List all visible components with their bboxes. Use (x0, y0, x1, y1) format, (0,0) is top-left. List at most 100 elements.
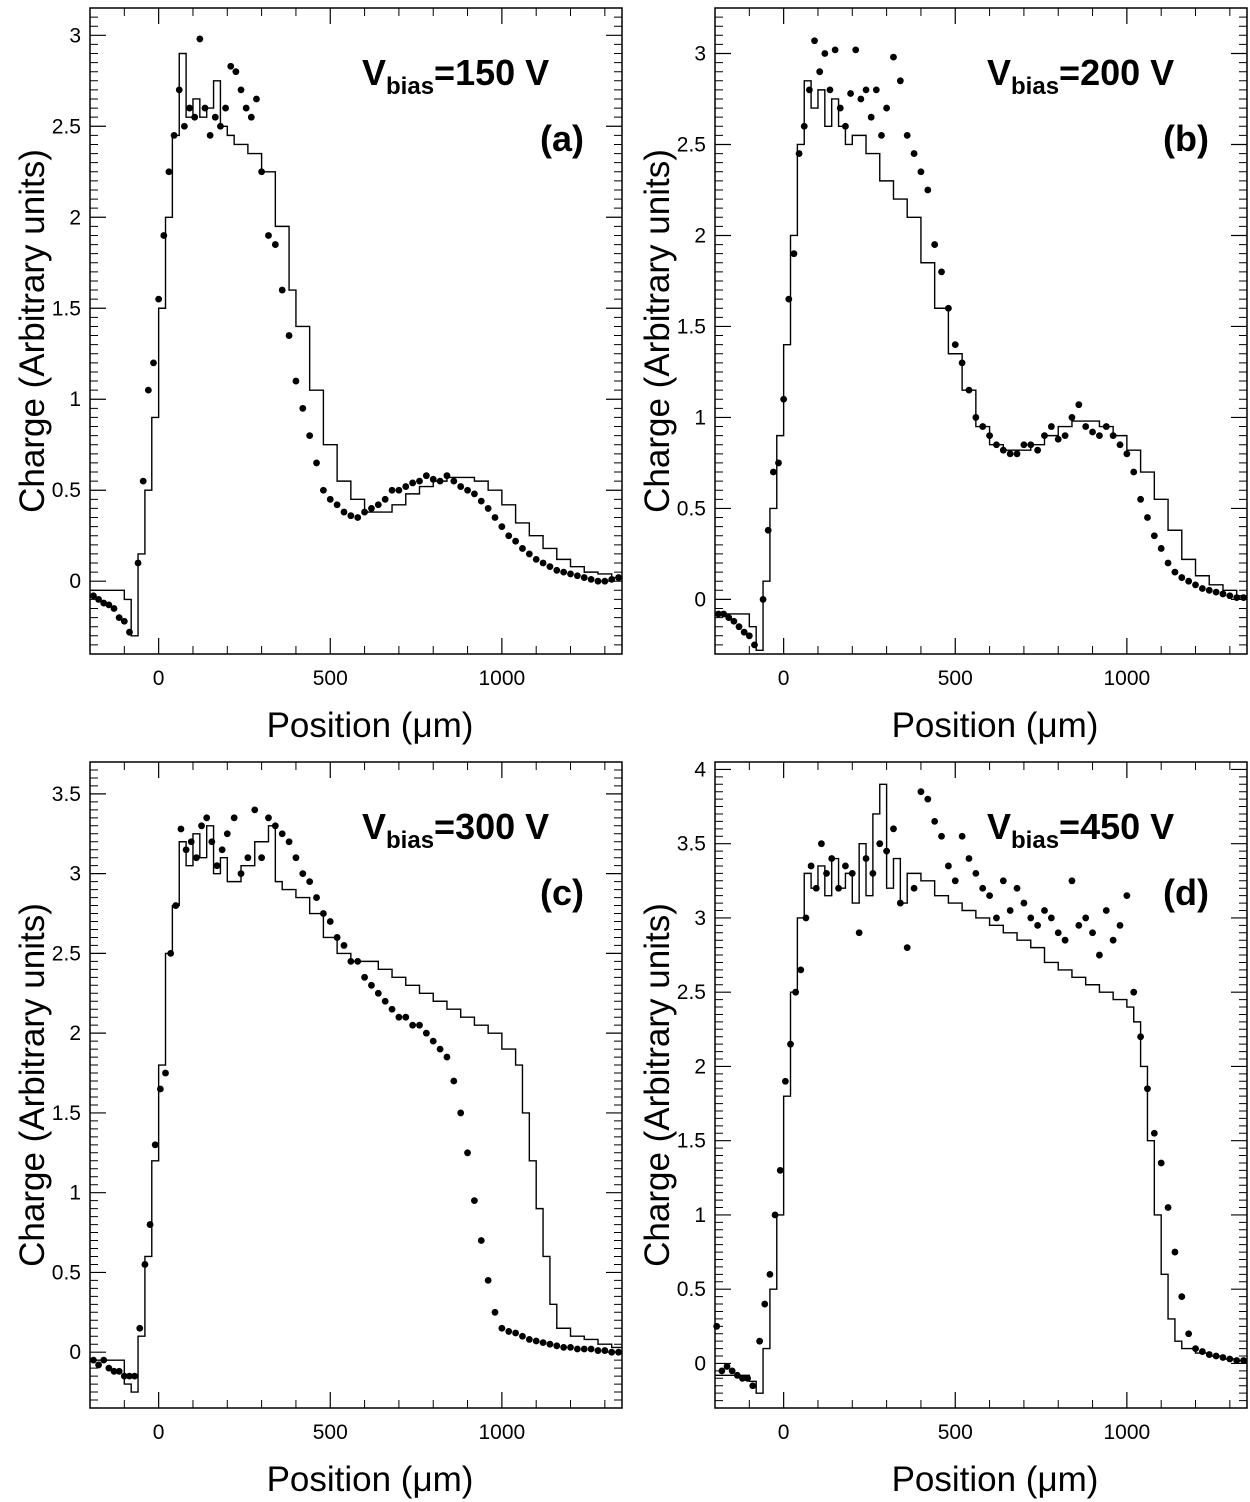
data-point (1130, 468, 1138, 476)
data-point (491, 514, 499, 521)
data-point (826, 86, 834, 94)
bias-subscript: bias (1011, 73, 1059, 100)
data-point (1123, 892, 1131, 900)
data-point (539, 559, 547, 567)
y-tick-label: 3 (694, 907, 706, 930)
data-point (836, 104, 844, 112)
data-point (232, 68, 240, 76)
bias-v-symbol: V (987, 52, 1011, 93)
x-tick-label: 0 (778, 1421, 790, 1444)
y-tick-label: 2.5 (52, 115, 81, 138)
data-point (1034, 446, 1042, 454)
data-point (361, 508, 368, 516)
data-point (429, 1037, 437, 1045)
data-point (491, 1308, 499, 1316)
data-point (986, 892, 993, 900)
data-point (1027, 914, 1035, 922)
y-tick-label: 2 (694, 1055, 706, 1078)
data-point (374, 501, 382, 509)
data-point (230, 814, 238, 822)
panel-c: 0 500 1000 0 0.5 1 1.5 2 2.5 3 3.5 Position (μm) Cha… (13, 761, 623, 1499)
data-point (464, 1149, 471, 1157)
data-point (186, 104, 193, 112)
bias-value: =450 V (1059, 806, 1174, 847)
y-axis-title: Charge (Arbitrary units) (638, 903, 677, 1267)
y-tick-label: 3 (69, 24, 81, 47)
data-point (811, 37, 818, 45)
data-point (381, 495, 389, 503)
data-point (206, 131, 214, 139)
x-tick-label: 0 (153, 1421, 165, 1444)
data-point (436, 477, 444, 485)
data-point (993, 441, 1000, 449)
data-point (165, 168, 173, 176)
data-point (436, 1045, 444, 1053)
data-point (1171, 1248, 1179, 1256)
data-point (1102, 907, 1110, 914)
data-point (271, 822, 279, 830)
data-point (876, 840, 884, 848)
data-point (896, 77, 904, 85)
data-point (842, 122, 849, 130)
data-point (910, 150, 918, 157)
data-point (1150, 1129, 1158, 1137)
data-point (938, 832, 945, 840)
data-point (271, 241, 279, 248)
y-tick-label: 1.5 (52, 1102, 81, 1125)
data-point (797, 966, 805, 974)
data-point (1047, 423, 1055, 430)
y-tick-label: 1 (69, 1182, 81, 1205)
data-point (1041, 907, 1048, 914)
data-point (756, 1337, 764, 1345)
data-point (242, 104, 250, 112)
data-point (1047, 914, 1055, 922)
data-point (903, 944, 911, 952)
data-point (340, 508, 348, 516)
data-point (258, 854, 266, 862)
bias-value: =300 V (434, 806, 549, 847)
data-point (883, 104, 891, 112)
data-point (745, 632, 753, 640)
data-point (146, 1221, 154, 1228)
y-tick-label: 2.5 (52, 942, 81, 965)
data-point (1137, 1033, 1144, 1041)
data-point (1068, 414, 1076, 421)
data-point (615, 1348, 622, 1356)
data-point (993, 914, 1000, 922)
data-point (409, 1021, 417, 1029)
data-point (525, 550, 533, 558)
data-point (890, 825, 897, 833)
data-point (608, 575, 616, 583)
y-axis-title: Charge (Arbitrary units) (13, 903, 52, 1267)
y-tick-label: 2.5 (677, 981, 706, 1004)
data-point (151, 1141, 159, 1149)
data-point (802, 914, 810, 922)
data-point (95, 1361, 102, 1369)
data-point (812, 884, 820, 892)
data-point (965, 855, 973, 862)
data-point (1212, 1352, 1220, 1360)
data-point (105, 601, 113, 609)
data-point (191, 113, 199, 121)
data-point (1041, 432, 1048, 440)
data-point (1034, 921, 1042, 929)
data-point (1178, 1293, 1186, 1301)
data-point (429, 475, 437, 483)
data-point (532, 1337, 540, 1345)
data-point (519, 1332, 526, 1340)
data-point (156, 1085, 164, 1093)
data-point (1027, 441, 1035, 449)
data-point (546, 1340, 554, 1348)
x-tick-label: 500 (938, 1421, 973, 1444)
data-point (162, 1069, 169, 1077)
data-point (141, 1261, 149, 1268)
data-point (131, 1372, 139, 1380)
data-point (100, 1356, 108, 1364)
data-point (795, 150, 803, 157)
data-point (951, 877, 959, 885)
data-point (457, 483, 465, 490)
data-point (587, 575, 595, 583)
data-point (1212, 588, 1220, 596)
data-point (340, 942, 348, 949)
